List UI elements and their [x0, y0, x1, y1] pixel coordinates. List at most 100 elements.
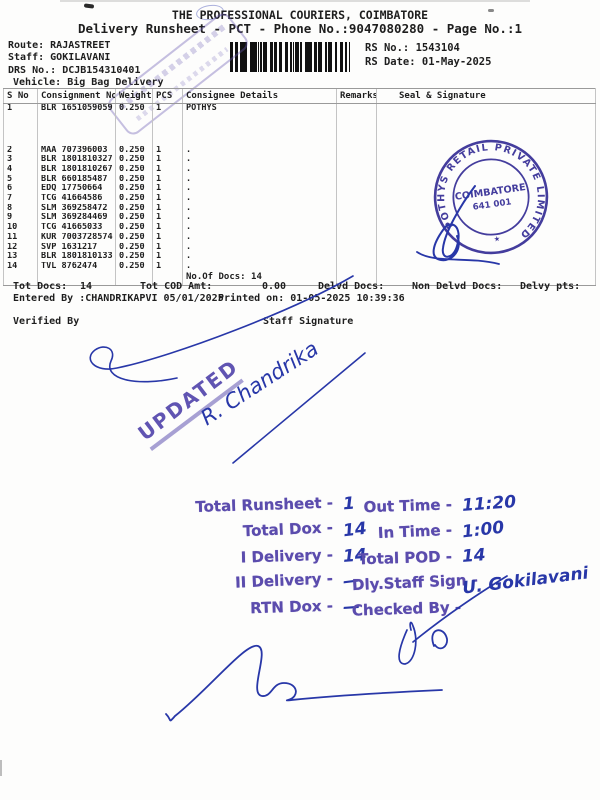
- cell-seal-signature: [376, 194, 596, 204]
- staff-signature-ink: [165, 629, 448, 722]
- stamped-field-label: In Time -: [377, 520, 453, 542]
- cell-consignee: .: [182, 213, 337, 224]
- stamped-field-label: Out Time -: [363, 495, 453, 517]
- cell-seal-signature: [376, 184, 596, 195]
- cell-consignment-no: MAA 707396003: [37, 145, 116, 156]
- info-label: RS Date:: [365, 55, 416, 68]
- cell-consignee: .: [182, 261, 337, 272]
- info-value: GOKILAVANI: [50, 52, 111, 64]
- cell-remarks: [336, 242, 377, 253]
- cell-consignment-no: SLM 369284469: [37, 213, 116, 224]
- table-row: 9 SLM 369284469 0.250 1 .: [3, 213, 596, 224]
- table-row: 12 SVP 1631217 0.250 1 .: [3, 242, 596, 253]
- info-line: RS No.: 1543104: [365, 42, 491, 56]
- col-remarks: Remarks: [336, 88, 377, 104]
- cell-weight: 0.250: [115, 155, 153, 165]
- info-label: Route:: [8, 40, 45, 51]
- entered-by-text: Entered By :CHANDRIKAPVI 05/01/2025: [13, 293, 224, 304]
- cell-consignment-no: SVP 1631217: [37, 242, 116, 253]
- info-line: Route: RAJASTREET: [8, 40, 164, 52]
- cell-consignment-no: KUR 7003728574: [37, 232, 116, 243]
- cell-weight: 0.250: [115, 232, 153, 243]
- cell-remarks: [336, 223, 377, 233]
- info-value: Big Bag Delivery: [67, 76, 164, 88]
- scan-artifact-mark: [0, 760, 2, 776]
- cell-consignee: .: [182, 194, 337, 204]
- cell-consignee: .: [182, 155, 337, 165]
- stamped-field-label: Total Dox -: [242, 518, 334, 541]
- cell-seal-signature: [376, 164, 596, 175]
- delvd-docs-label: Delvd Docs:: [318, 281, 385, 292]
- table-row: 13 BLR 1801810133 0.250 1 .: [3, 252, 596, 262]
- cell-consignment-no: TCG 41664586: [37, 194, 116, 204]
- cell-sno: 2: [3, 145, 38, 156]
- seal-outer-ring: [433, 139, 549, 255]
- scan-artifact-mark: [488, 9, 494, 12]
- cell-weight: 0.250: [115, 203, 153, 214]
- table-row: 7 TCG 41664586 0.250 1 .: [3, 194, 596, 204]
- cell-seal-signature: [376, 223, 596, 233]
- cell-seal-signature: [376, 174, 596, 185]
- cell-weight: 0.250: [115, 174, 153, 185]
- col-weight: Weight: [115, 88, 153, 104]
- cell-seal-signature: [376, 252, 596, 262]
- cell-remarks: [336, 252, 377, 262]
- company-title: THE PROFESSIONAL COURIERS, COIMBATORE: [171, 8, 429, 22]
- stamped-field-label: Total POD -: [357, 547, 453, 568]
- cell-seal-signature: [376, 261, 596, 272]
- handwritten-field-row: Out Time - 11:20: [352, 492, 516, 523]
- handwritten-field-value: 1:00: [460, 517, 506, 543]
- cell-pcs: 1: [152, 223, 183, 233]
- cell-consignment-no: BLR 1651059059: [37, 103, 116, 146]
- handwritten-field-row: II Delivery - —: [120, 570, 361, 600]
- cell-sno: 3: [3, 155, 38, 165]
- cell-seal-signature: [376, 145, 596, 156]
- cell-remarks: [336, 213, 377, 224]
- signature-underline-stroke: [232, 352, 366, 464]
- cell-pcs: 1: [152, 174, 183, 185]
- stamped-field-label: I Delivery -: [240, 545, 334, 567]
- runsheet-barcode: [230, 42, 350, 72]
- tot-cod-value: 0.00: [262, 281, 287, 292]
- info-line: DRS No.: DCJB154310401: [8, 65, 164, 77]
- table-row: 1 BLR 1651059059 0.250 1 POTHYS: [3, 103, 596, 146]
- cell-consignee: .: [182, 184, 337, 195]
- info-value: DCJB154310401: [62, 64, 141, 76]
- cell-consignee: .: [182, 164, 337, 175]
- verified-by-label: Verified By: [13, 316, 80, 327]
- cell-sno: 12: [3, 242, 38, 253]
- info-label: Staff:: [8, 52, 45, 64]
- cell-consignment-no: TVL 8762474: [37, 261, 116, 272]
- rs-info-block: RS No.: 1543104 RS Date: 01-May-2025: [365, 42, 491, 69]
- table-row: 5 BLR 660185487 0.250 1 .: [3, 174, 596, 185]
- cell-weight: 0.250: [115, 164, 153, 175]
- cell-sno: 8: [3, 203, 38, 214]
- cell-consignment-no: BLR 1801810267: [37, 164, 116, 175]
- cell-remarks: [336, 261, 377, 272]
- table-row: 6 EDQ 17750664 0.250 1 .: [3, 184, 596, 195]
- table-header-row: S No Consignment No Weight PCS Consignee…: [3, 88, 596, 104]
- handwritten-field-row: In Time - 1:00: [352, 517, 506, 549]
- cell-consignment-no: TCG 41665033: [37, 223, 116, 233]
- info-value: 01-May-2025: [421, 55, 492, 68]
- cell-remarks: [336, 164, 377, 175]
- cell-sno: 5: [3, 174, 38, 185]
- cell-weight: 0.250: [115, 103, 153, 146]
- pothys-seal-stamp: POTHYS RETAIL PRIVATE LIMITED COIMBATORE…: [422, 128, 560, 266]
- table-row: 11 KUR 7003728574 0.250 1 .: [3, 232, 596, 243]
- info-label: Vehicle:: [13, 76, 62, 88]
- info-label: DRS No.:: [8, 64, 57, 76]
- cell-remarks: [336, 194, 377, 204]
- table-row: 14 TVL 8762474 0.250 1 .: [3, 261, 596, 272]
- cell-remarks: [336, 174, 377, 185]
- cell-seal-signature: [376, 242, 596, 253]
- cell-pcs: 1: [152, 232, 183, 243]
- table-row: 4 BLR 1801810267 0.250 1 .: [3, 164, 596, 175]
- handwritten-totals-left: Total Runsheet - 1 Total Dox - 14 I Deli…: [120, 494, 368, 626]
- cell-weight: 0.250: [115, 213, 153, 224]
- cell-sno: 10: [3, 223, 38, 233]
- handwritten-field-value: 14: [461, 544, 487, 567]
- cell-consignee: POTHYS: [182, 103, 337, 146]
- col-sno: S No: [3, 88, 38, 104]
